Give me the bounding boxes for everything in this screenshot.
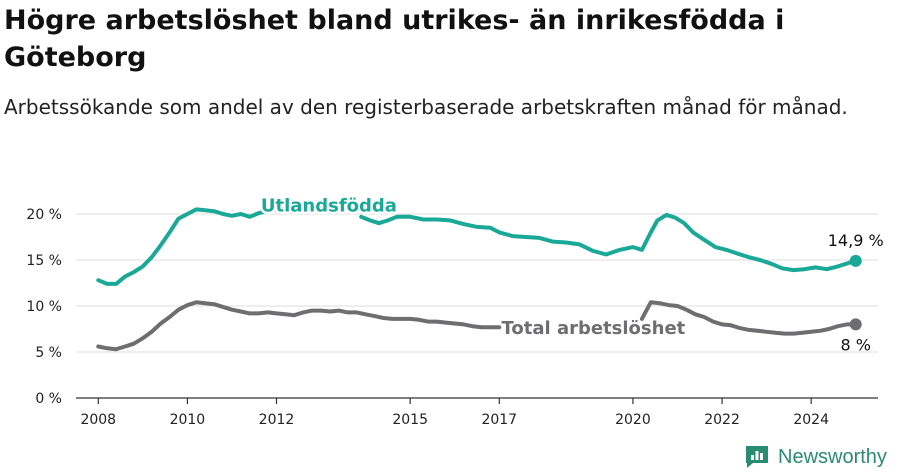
brand-name: Newsworthy (778, 445, 887, 468)
x-tick-label: 2010 (170, 412, 206, 428)
x-tick-label: 2008 (80, 412, 116, 428)
end-point-utlandsfodda (849, 254, 862, 267)
series-lines (96, 203, 862, 352)
y-tick-label: 20 % (26, 207, 62, 223)
x-tick-label: 2024 (793, 412, 829, 428)
series-line-utlandsfodda (96, 203, 283, 286)
x-tick-label: 2022 (704, 412, 740, 428)
y-tick-label: 0 % (35, 391, 62, 407)
newsworthy-logo-icon (746, 446, 768, 468)
end-label-utlandsfodda: 14,9 % (828, 231, 884, 250)
x-tick-label: 2015 (392, 412, 428, 428)
end-label-total: 8 % (840, 335, 870, 354)
chart-subtitle: Arbetssökande som andel av den registerb… (4, 95, 848, 119)
newsworthy-brand[interactable]: Newsworthy (744, 442, 887, 472)
y-tick-label: 5 % (35, 345, 62, 361)
y-tick-label: 10 % (26, 299, 62, 315)
chart-title: Högre arbetslöshet bland utrikes- än inr… (4, 5, 785, 73)
x-axis: 2008 2010 2012 2015 2017 2020 2022 2024 (76, 397, 878, 428)
y-axis: 0 % 5 % 10 % 15 % 20 % (26, 207, 62, 407)
end-point-total (849, 318, 862, 331)
x-tick-label: 2012 (259, 412, 295, 428)
y-tick-label: 15 % (26, 253, 62, 269)
series-labels: Utlandsfödda 14,9 % Total arbetslöshet 8 % (258, 193, 884, 354)
x-tick-label: 2017 (481, 412, 517, 428)
gridlines (76, 213, 878, 353)
series-line-total (639, 300, 858, 336)
series-line-total (96, 300, 502, 352)
series-label-utlandsfodda: Utlandsfödda (261, 196, 397, 217)
series-label-total: Total arbetslöshet (502, 318, 686, 339)
x-tick-label: 2020 (615, 412, 651, 428)
series-line-utlandsfodda (359, 212, 858, 273)
